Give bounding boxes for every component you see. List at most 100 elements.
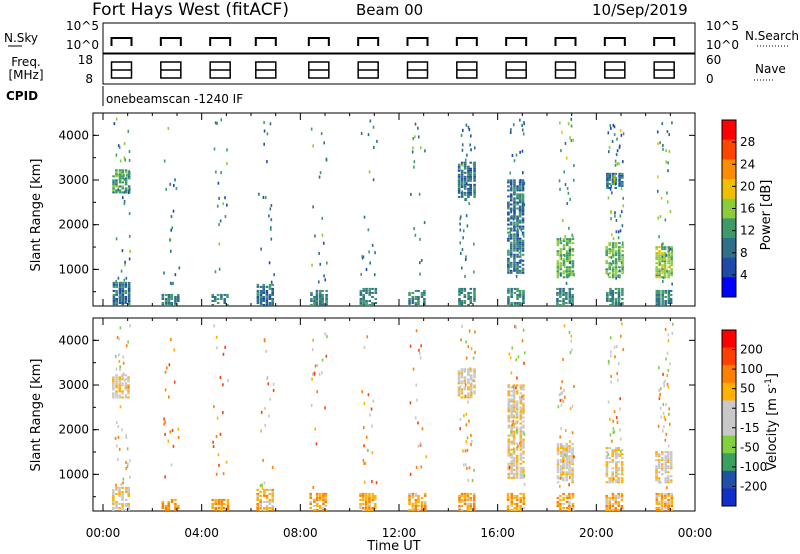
echo-cell — [614, 252, 618, 255]
echo-cell — [565, 276, 569, 279]
echo-cell — [423, 303, 426, 306]
echo-cell — [657, 289, 661, 292]
echo-cell — [121, 299, 125, 302]
echo-cell — [271, 506, 275, 509]
echo-cell — [271, 283, 274, 286]
echo-cell — [611, 471, 614, 474]
echo-cell — [112, 285, 116, 288]
echo-cell — [606, 176, 609, 179]
echo-cell — [655, 246, 658, 249]
echo-cell — [115, 301, 118, 304]
noise-cell — [523, 474, 526, 478]
echo-cell — [262, 285, 266, 288]
echo-cell — [118, 301, 122, 304]
colorbar-segment — [722, 218, 736, 239]
echo-cell — [657, 295, 661, 298]
noise-cell — [170, 338, 172, 342]
echo-cell — [469, 297, 473, 300]
noise-cell — [570, 271, 572, 275]
echo-cell — [112, 500, 115, 503]
nsky-scan-mark — [307, 37, 330, 46]
echo-cell — [522, 384, 525, 387]
echo-cell — [655, 266, 658, 269]
echo-cell — [571, 238, 575, 241]
echo-cell — [571, 303, 574, 306]
noise-cell — [172, 444, 175, 448]
echo-cell — [115, 394, 118, 397]
echo-cell — [318, 494, 322, 497]
echo-cell — [506, 498, 510, 501]
echo-cell — [621, 246, 624, 249]
echo-cell — [127, 293, 131, 296]
noise-cell — [459, 215, 462, 219]
nsky-scan-mark — [159, 37, 182, 46]
echo-cell — [174, 498, 177, 501]
echo-cell — [411, 492, 415, 495]
noise-cell — [572, 138, 575, 142]
echo-cell — [509, 229, 513, 232]
echo-cell — [562, 291, 565, 294]
echo-cell — [256, 285, 260, 288]
echo-cell — [559, 268, 563, 271]
echo-cell — [660, 502, 664, 505]
noise-cell — [171, 226, 174, 230]
echo-cell — [614, 287, 618, 290]
noise-cell — [558, 484, 561, 488]
noise-cell — [314, 364, 317, 368]
noise-cell — [570, 334, 573, 338]
echo-cell — [472, 502, 476, 505]
echo-cell — [521, 247, 525, 250]
echo-cell — [559, 250, 563, 253]
noise-cell — [219, 432, 222, 436]
echo-cell — [460, 382, 464, 385]
echo-cell — [611, 242, 615, 245]
echo-cell — [515, 498, 519, 501]
noise-cell — [562, 399, 565, 403]
echo-cell — [512, 426, 516, 429]
echo-cell — [259, 289, 263, 292]
echo-cell — [460, 173, 464, 176]
echo-cell — [512, 440, 516, 443]
echo-cell — [463, 494, 467, 497]
echo-cell — [606, 297, 609, 300]
echo-cell — [411, 494, 415, 497]
echo-cell — [516, 235, 519, 238]
noise-cell — [177, 436, 180, 440]
noise-cell — [515, 421, 517, 425]
echo-cell — [469, 492, 472, 495]
echo-cell — [271, 299, 274, 302]
echo-cell — [256, 488, 259, 491]
echo-cell — [660, 500, 664, 503]
noise-cell — [564, 141, 567, 145]
noise-cell — [666, 382, 669, 386]
noise-cell — [573, 164, 575, 168]
noise-cell — [212, 445, 215, 449]
echo-cell — [611, 178, 615, 181]
echo-cell — [556, 270, 560, 273]
echo-cell — [319, 291, 322, 294]
noise-cell — [471, 439, 473, 443]
echo-cell — [509, 261, 513, 264]
echo-cell — [608, 461, 612, 464]
echo-cell — [565, 453, 568, 456]
noise-cell — [619, 454, 622, 458]
echo-cell — [115, 181, 118, 184]
echo-cell — [507, 448, 511, 451]
echo-cell — [670, 260, 673, 263]
echo-cell — [513, 201, 516, 204]
echo-cell — [361, 494, 365, 497]
echo-cell — [608, 477, 612, 480]
echo-cell — [670, 264, 673, 267]
echo-cell — [606, 180, 609, 183]
echo-cell — [522, 297, 525, 300]
echo-cell — [463, 388, 467, 391]
echo-cell — [518, 243, 522, 246]
noise-cell — [613, 133, 616, 137]
echo-cell — [313, 301, 316, 304]
echo-cell — [513, 259, 516, 262]
echo-cell — [127, 301, 131, 304]
echo-cell — [515, 448, 519, 451]
echo-cell — [621, 180, 624, 183]
echo-cell — [473, 289, 476, 292]
echo-cell — [556, 467, 560, 470]
